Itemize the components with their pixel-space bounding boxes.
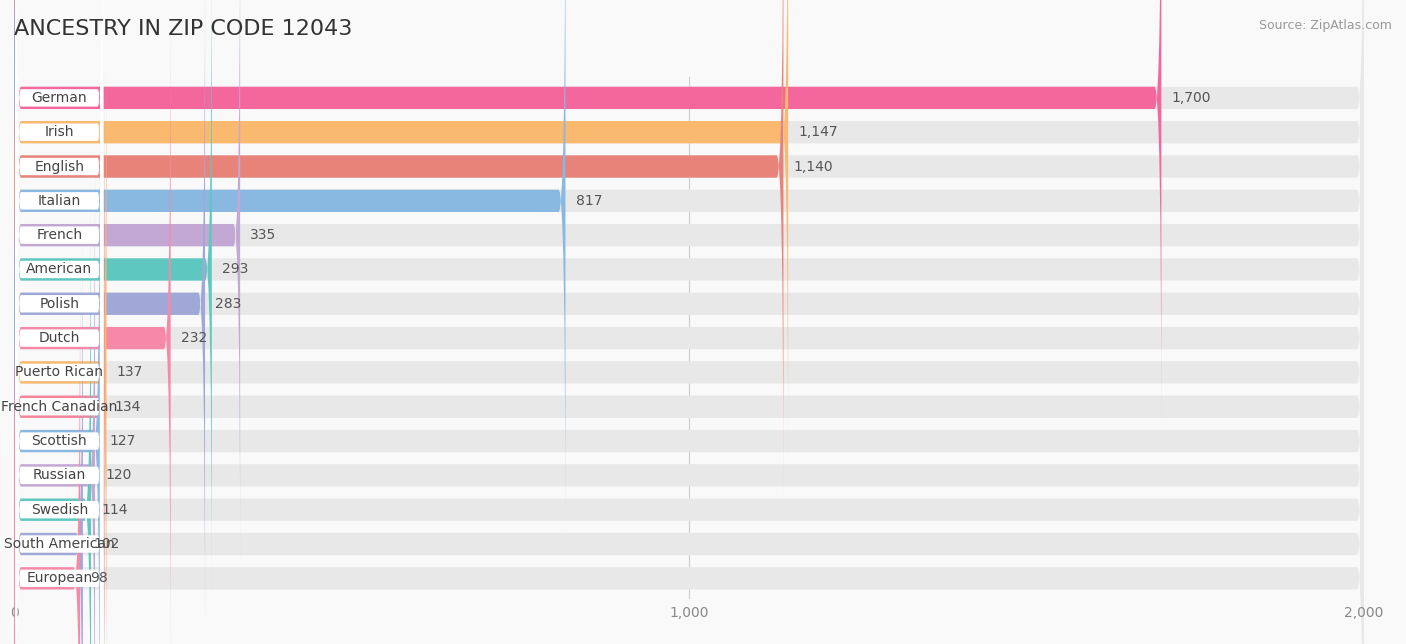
Text: Irish: Irish [45,125,75,139]
FancyBboxPatch shape [14,41,1364,644]
FancyBboxPatch shape [14,212,1364,644]
FancyBboxPatch shape [14,0,205,636]
FancyBboxPatch shape [14,212,83,644]
Text: Russian: Russian [32,468,86,482]
FancyBboxPatch shape [14,178,1364,644]
Text: Swedish: Swedish [31,503,89,516]
Text: Puerto Rican: Puerto Rican [15,365,103,379]
FancyBboxPatch shape [14,0,789,464]
FancyBboxPatch shape [14,246,80,644]
Text: 283: 283 [215,297,242,311]
FancyBboxPatch shape [15,0,103,364]
Text: 127: 127 [110,434,136,448]
Text: American: American [27,263,93,276]
Text: Dutch: Dutch [38,331,80,345]
FancyBboxPatch shape [14,75,104,644]
FancyBboxPatch shape [15,278,103,644]
FancyBboxPatch shape [15,0,103,501]
Text: English: English [34,160,84,173]
FancyBboxPatch shape [15,38,103,570]
Text: 137: 137 [117,365,143,379]
FancyBboxPatch shape [15,0,103,467]
Text: 134: 134 [115,400,141,413]
Text: 1,147: 1,147 [799,125,838,139]
FancyBboxPatch shape [14,0,1364,567]
Text: Source: ZipAtlas.com: Source: ZipAtlas.com [1258,19,1392,32]
FancyBboxPatch shape [14,0,565,533]
Text: ANCESTRY IN ZIP CODE 12043: ANCESTRY IN ZIP CODE 12043 [14,19,353,39]
FancyBboxPatch shape [14,0,1364,601]
Text: French Canadian: French Canadian [1,400,118,413]
Text: 120: 120 [105,468,132,482]
Text: 1,700: 1,700 [1171,91,1211,105]
FancyBboxPatch shape [14,0,1364,498]
FancyBboxPatch shape [15,244,103,644]
Text: European: European [27,571,93,585]
FancyBboxPatch shape [15,312,103,644]
Text: 1,140: 1,140 [793,160,834,173]
FancyBboxPatch shape [15,4,103,535]
FancyBboxPatch shape [14,75,1364,644]
FancyBboxPatch shape [14,144,1364,644]
FancyBboxPatch shape [14,0,212,601]
FancyBboxPatch shape [14,6,170,644]
Text: 98: 98 [90,571,108,585]
Text: Polish: Polish [39,297,79,311]
FancyBboxPatch shape [14,178,91,644]
FancyBboxPatch shape [14,41,107,644]
Text: German: German [31,91,87,105]
FancyBboxPatch shape [15,209,103,644]
FancyBboxPatch shape [15,141,103,644]
FancyBboxPatch shape [14,109,100,644]
FancyBboxPatch shape [14,0,1364,533]
Text: Italian: Italian [38,194,82,208]
FancyBboxPatch shape [14,144,96,644]
FancyBboxPatch shape [14,0,1364,430]
FancyBboxPatch shape [14,0,783,498]
FancyBboxPatch shape [14,0,1364,636]
Text: South American: South American [4,537,115,551]
FancyBboxPatch shape [14,246,1364,644]
Text: 114: 114 [101,503,128,516]
FancyBboxPatch shape [14,109,1364,644]
FancyBboxPatch shape [15,72,103,604]
FancyBboxPatch shape [14,0,1364,464]
FancyBboxPatch shape [14,6,1364,644]
Text: 293: 293 [222,263,249,276]
FancyBboxPatch shape [15,0,103,432]
Text: 102: 102 [93,537,120,551]
Text: 335: 335 [250,228,277,242]
Text: 817: 817 [575,194,602,208]
Text: 232: 232 [181,331,207,345]
FancyBboxPatch shape [15,0,103,398]
Text: Scottish: Scottish [31,434,87,448]
FancyBboxPatch shape [14,0,240,567]
FancyBboxPatch shape [15,175,103,644]
Text: French: French [37,228,83,242]
FancyBboxPatch shape [15,106,103,638]
FancyBboxPatch shape [14,0,1161,430]
